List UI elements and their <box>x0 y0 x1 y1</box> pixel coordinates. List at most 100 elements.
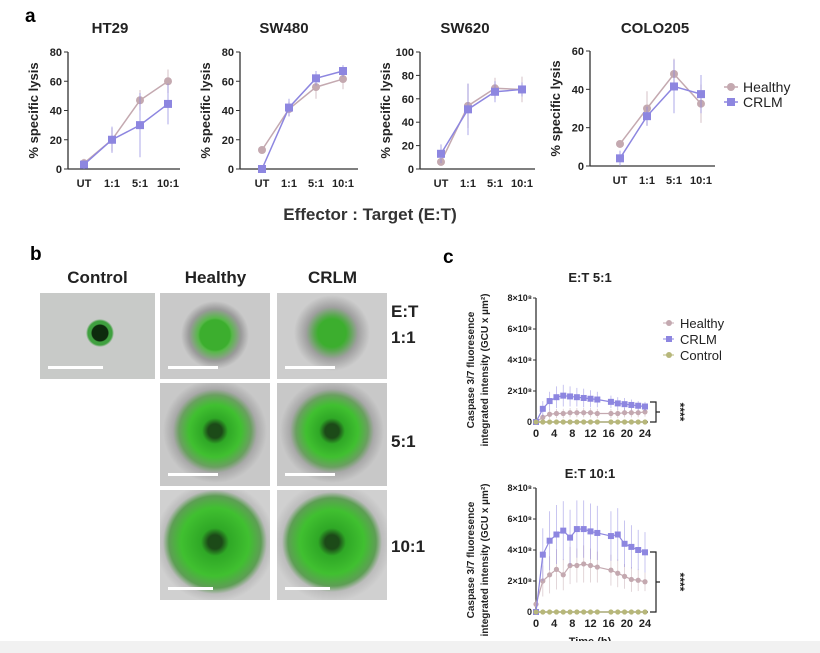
data-point <box>533 419 539 425</box>
y-tick-label: 60 <box>222 76 234 88</box>
data-point <box>621 609 628 615</box>
data-point <box>580 394 587 401</box>
data-point <box>608 567 614 573</box>
data-point <box>621 573 628 579</box>
data-point <box>635 410 641 416</box>
significance-bracket <box>650 551 660 613</box>
y-tick-label: 100 <box>396 47 414 59</box>
series-line-crlm <box>535 528 646 613</box>
data-point <box>567 609 573 615</box>
x-tick-label: 5:1 <box>666 175 682 187</box>
y-tick-label: 20 <box>402 141 414 153</box>
scale-bar <box>285 366 335 369</box>
y-tick-label: 0 <box>408 164 414 176</box>
data-point <box>560 609 566 615</box>
data-point <box>615 570 621 576</box>
y-tick-label: 60 <box>402 94 414 106</box>
image-crlm-5-1 <box>277 383 387 486</box>
x-tick-label: 4 <box>551 618 558 630</box>
data-point <box>628 576 634 583</box>
data-point <box>608 419 614 425</box>
significance-bracket <box>650 401 660 423</box>
image-crlm-10-1 <box>277 490 387 600</box>
x-tick-label: 1:1 <box>639 175 655 187</box>
data-point <box>574 562 580 569</box>
data-point <box>587 609 594 615</box>
data-point <box>464 105 472 114</box>
y-tick-label: 6×10⁸ <box>507 514 532 524</box>
data-point <box>80 160 88 169</box>
scale-bar <box>168 473 218 476</box>
x-tick-label: UT <box>613 175 628 187</box>
data-point <box>642 609 648 615</box>
row-label-10-1: 10:1 <box>391 537 426 556</box>
data-point <box>547 419 553 425</box>
data-point <box>339 67 347 76</box>
y-tick-label: 60 <box>572 46 584 58</box>
data-point <box>574 609 580 615</box>
data-point <box>587 528 594 535</box>
data-point <box>580 526 587 533</box>
data-point <box>560 410 566 417</box>
chart-title: HT29 <box>92 20 129 37</box>
y-axis-label-line2: integrated intensity (GCU x µm²) <box>480 294 491 447</box>
series-line-healthy <box>83 80 169 164</box>
data-point <box>628 401 635 408</box>
y-tick-label: 40 <box>222 106 234 118</box>
series-line-healthy <box>261 78 344 151</box>
panel-label-a: a <box>25 6 36 27</box>
y-axis-label: % specific lysis <box>548 60 563 156</box>
significance-stars: **** <box>673 403 687 422</box>
data-point <box>164 99 172 108</box>
series-line-crlm <box>440 88 523 155</box>
data-point <box>587 410 594 416</box>
y-tick-label: 80 <box>402 70 414 82</box>
data-point <box>567 534 574 541</box>
data-point <box>642 409 648 415</box>
panel-label-c: c <box>443 247 454 268</box>
y-tick-label: 40 <box>50 106 62 118</box>
data-point <box>285 103 293 112</box>
y-tick-label: 4×10⁸ <box>507 355 532 365</box>
data-point <box>643 112 651 121</box>
y-tick-label: 40 <box>572 84 584 96</box>
data-point <box>312 74 320 83</box>
series-line-crlm <box>535 395 646 423</box>
x-tick-label: UT <box>434 178 449 190</box>
data-point <box>614 400 621 407</box>
data-point <box>670 82 678 91</box>
series-line-crlm <box>83 103 169 166</box>
data-point <box>553 419 560 425</box>
data-point <box>635 577 641 583</box>
scale-bar <box>285 473 335 476</box>
legend-label: CRLM <box>743 94 783 110</box>
data-point <box>628 419 634 425</box>
data-point <box>628 543 635 550</box>
legend-marker <box>666 352 672 358</box>
bottom-bar <box>0 641 820 653</box>
data-point <box>546 537 553 544</box>
y-tick-label: 8×10⁸ <box>507 483 532 493</box>
data-point <box>616 154 624 163</box>
data-point <box>635 419 641 425</box>
data-point <box>616 139 624 148</box>
data-point <box>581 419 587 425</box>
data-point <box>547 411 553 417</box>
chart-title: COLO205 <box>621 20 689 37</box>
legend-label: Healthy <box>680 316 725 331</box>
x-tick-label: 16 <box>603 618 615 630</box>
series-line-healthy <box>535 563 646 605</box>
chart-title: SW480 <box>259 20 308 37</box>
data-point <box>615 419 621 425</box>
significance-stars: **** <box>673 573 687 592</box>
data-point <box>547 609 553 615</box>
data-point <box>587 562 594 569</box>
data-point <box>574 419 580 425</box>
data-point <box>614 531 621 538</box>
y-axis-label-line1: Caspase 3/7 fluoresence <box>466 501 477 618</box>
x-tick-label: 12 <box>584 428 596 440</box>
data-point <box>642 549 648 556</box>
x-tick-label: UT <box>255 178 270 190</box>
data-point <box>560 527 567 534</box>
data-point <box>594 529 601 536</box>
